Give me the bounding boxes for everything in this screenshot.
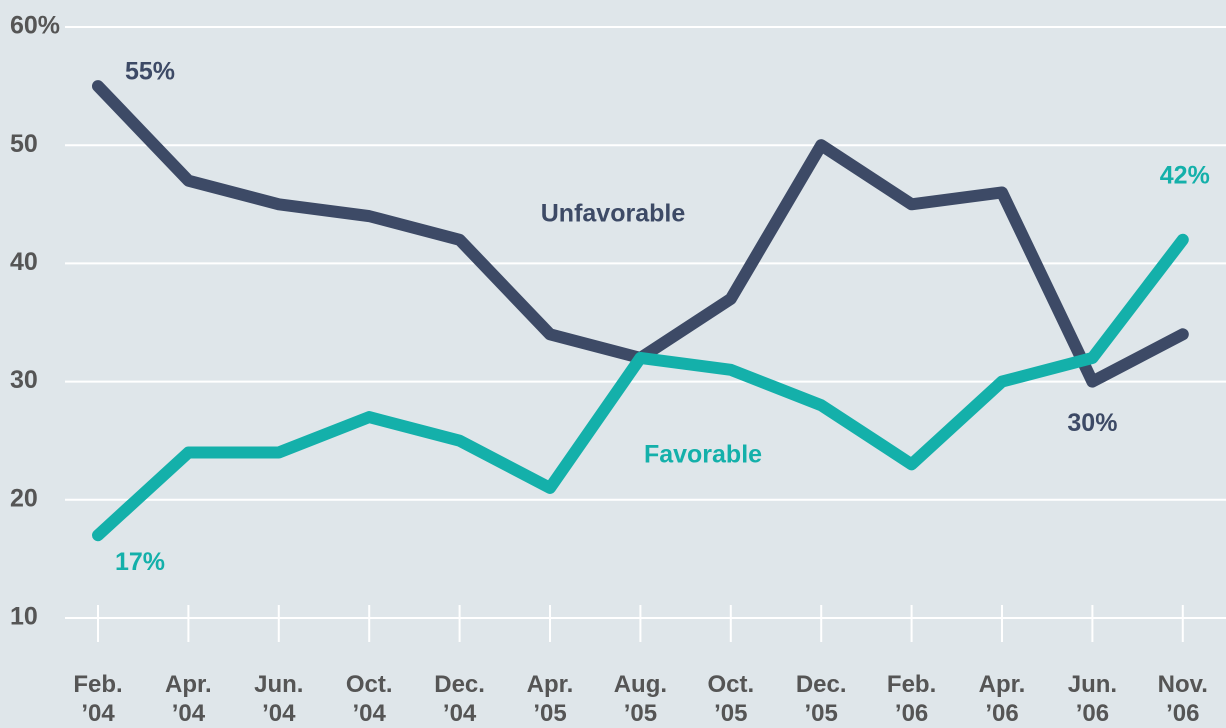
series-label: Unfavorable — [541, 200, 686, 228]
x-tick-label: Oct. ’05 — [707, 671, 755, 727]
y-tick-label: 30 — [10, 366, 38, 394]
x-tick-label: Oct. ’04 — [345, 671, 393, 727]
data-label: 42% — [1160, 161, 1210, 189]
x-tick-label: Dec. ’04 — [434, 671, 485, 727]
x-tick-label: Dec. ’05 — [795, 671, 847, 727]
x-tick-label: Jun. ’06 — [1067, 671, 1118, 727]
y-tick-label: 10 — [10, 603, 38, 631]
x-tick-label: Aug. ’05 — [613, 671, 668, 727]
x-tick-label: Apr. ’06 — [978, 671, 1026, 727]
line-series — [92, 233, 1189, 542]
data-label: 55% — [125, 58, 175, 86]
line-series — [92, 80, 1189, 388]
y-tick-label: 50 — [10, 130, 38, 158]
x-tick-label: Apr. ’04 — [165, 671, 212, 727]
y-tick-label: 60% — [10, 12, 60, 40]
x-tick-label: Nov. ’06 — [1157, 671, 1208, 727]
y-tick-label: 40 — [10, 248, 38, 276]
x-tick-label: Jun. ’04 — [254, 671, 304, 727]
series-label: Favorable — [644, 441, 762, 469]
y-tick-label: 20 — [10, 484, 38, 512]
x-tick-label: Feb. ’04 — [73, 671, 123, 727]
x-tick-label: Apr. ’05 — [526, 671, 574, 727]
data-label: 30% — [1067, 409, 1117, 437]
x-tick-label: Feb. ’06 — [886, 671, 937, 727]
data-label: 17% — [115, 548, 165, 576]
